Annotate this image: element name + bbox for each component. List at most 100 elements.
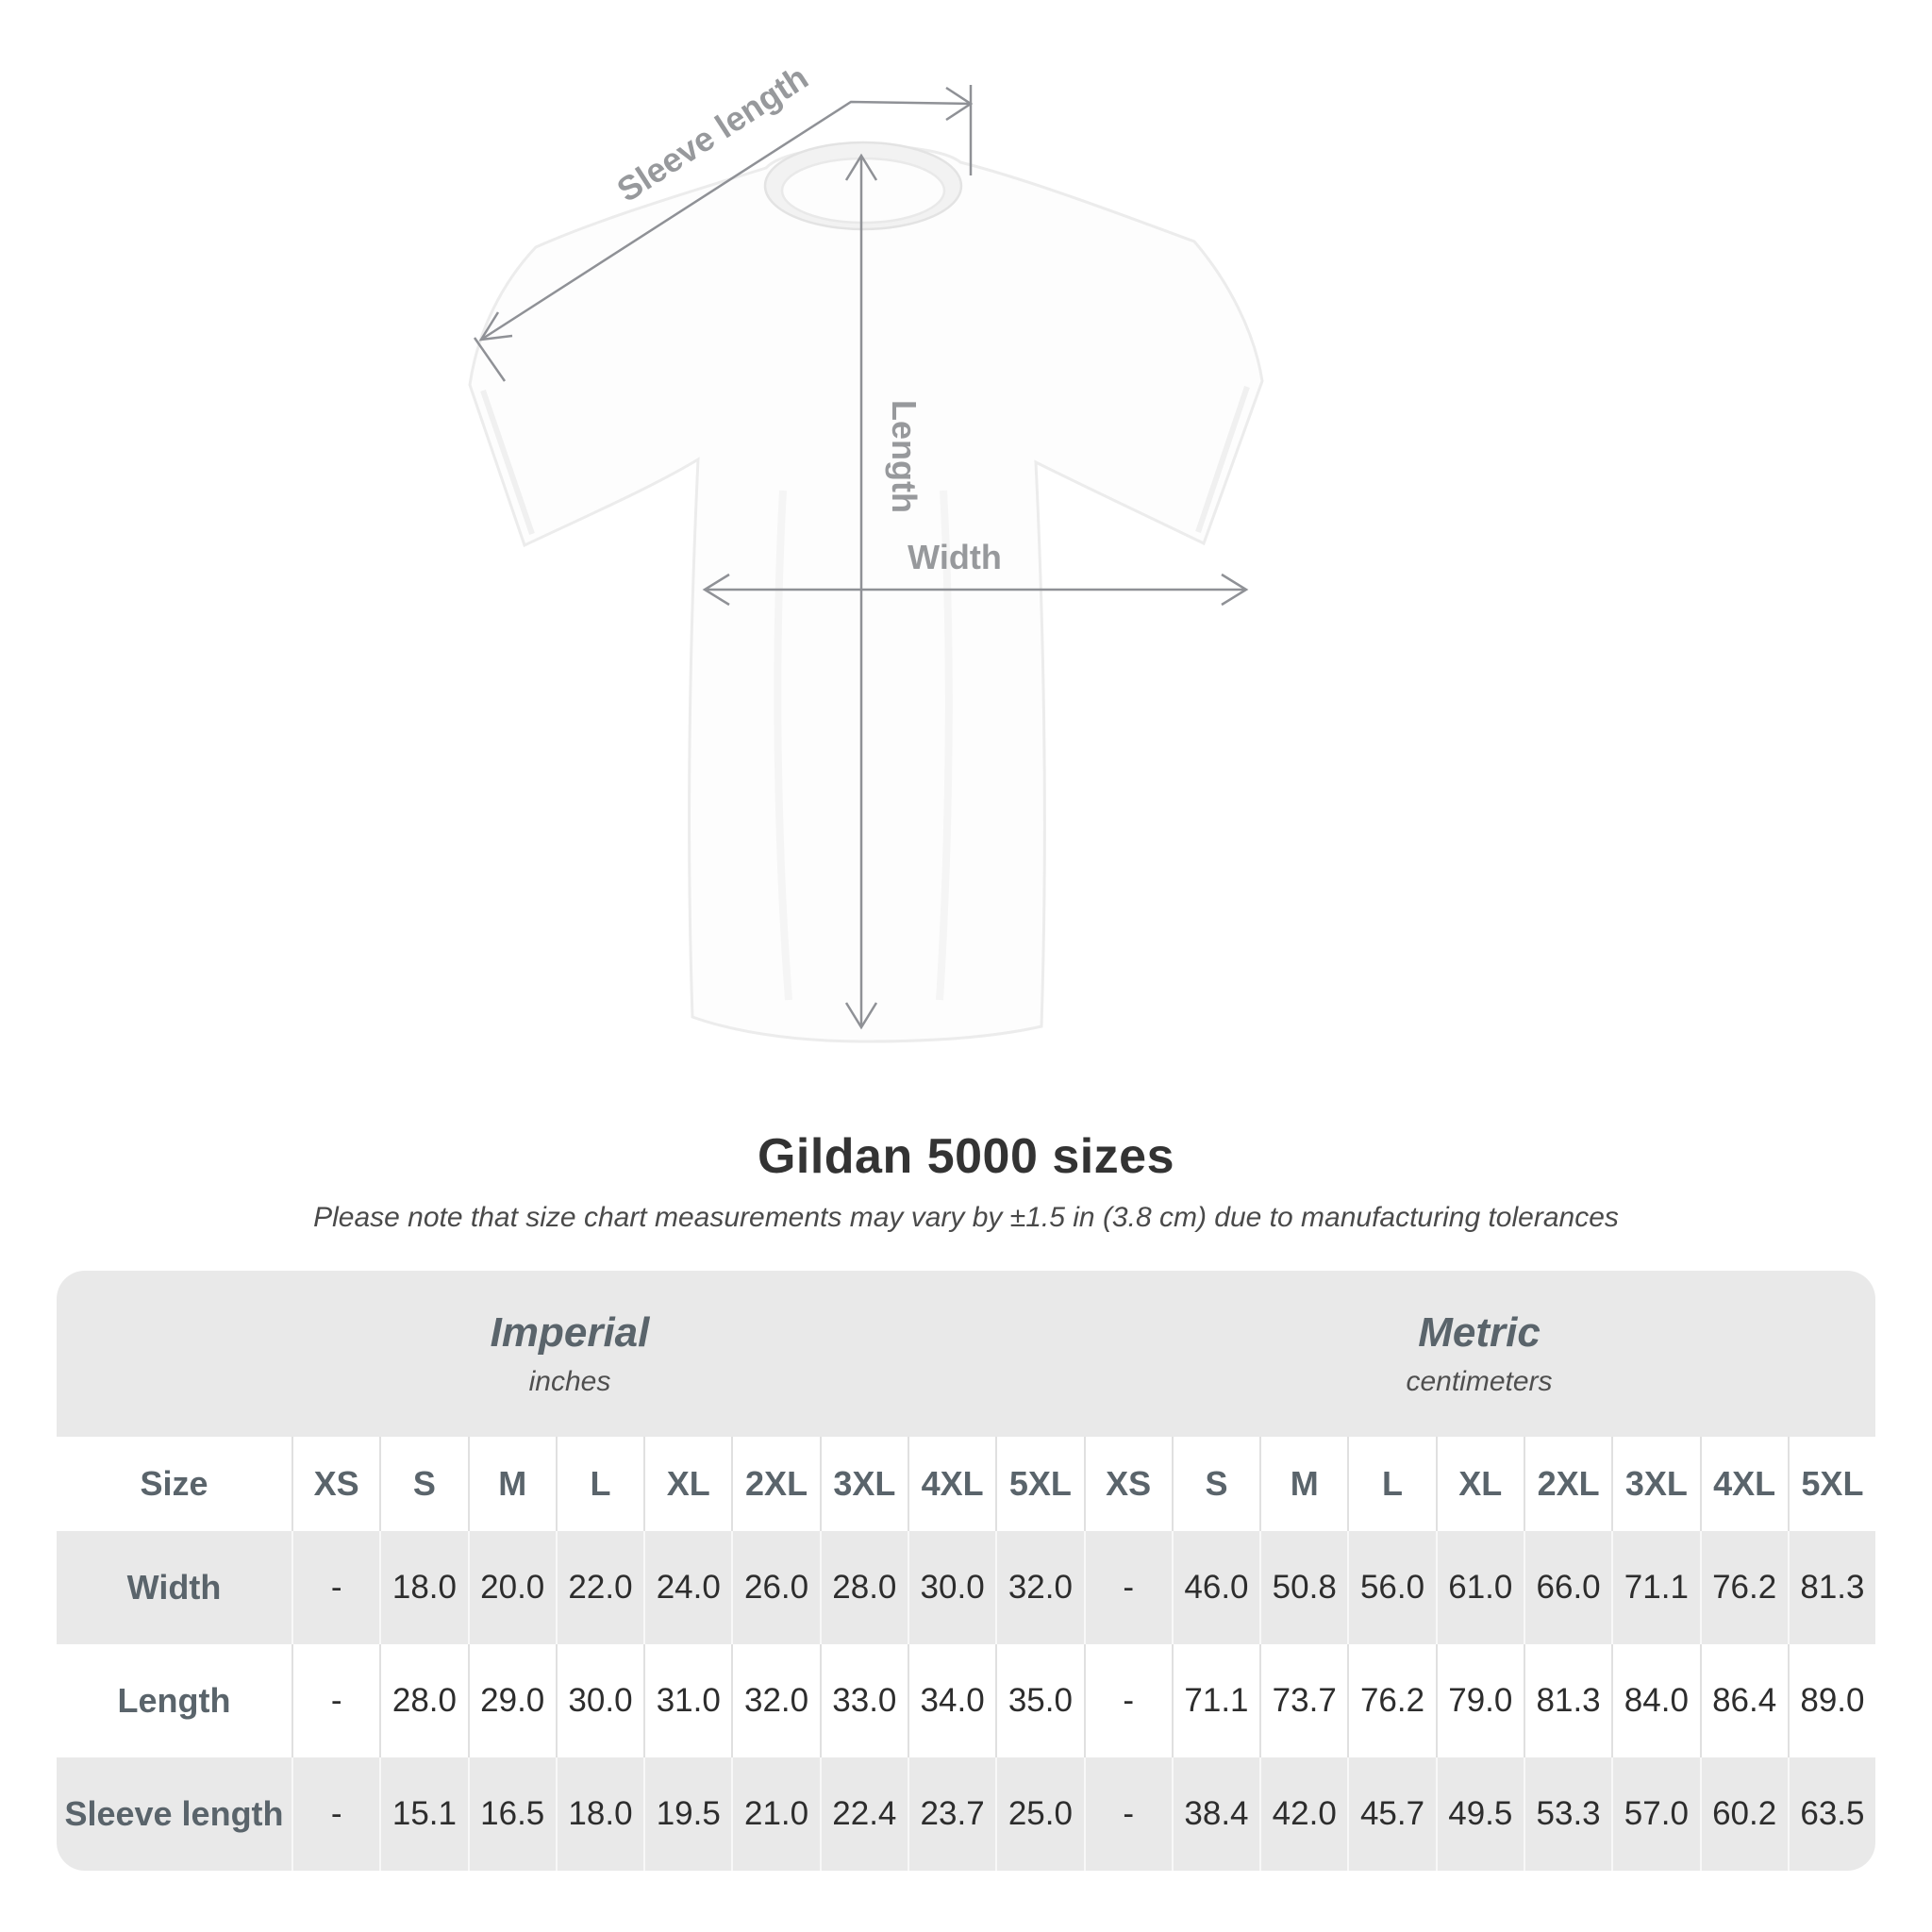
size-col-header: 4XL <box>1699 1437 1788 1531</box>
table-cell: 15.1 <box>379 1757 467 1871</box>
table-cell: - <box>1083 1531 1172 1644</box>
sleeve-length-arrowhead-left <box>478 311 513 341</box>
table-cell: 56.0 <box>1347 1531 1435 1644</box>
imperial-group-title: Imperial <box>490 1309 650 1356</box>
size-col-header: M <box>1259 1437 1347 1531</box>
table-cell: 29.0 <box>467 1644 556 1757</box>
table-cell: 18.0 <box>379 1531 467 1644</box>
width-label: Width <box>908 538 1002 576</box>
table-cell: 76.2 <box>1347 1644 1435 1757</box>
table-cell: 45.7 <box>1347 1757 1435 1871</box>
size-col-header: 2XL <box>731 1437 819 1531</box>
size-col-header: L <box>555 1437 643 1531</box>
table-cell: 63.5 <box>1787 1757 1875 1871</box>
shirt-crease <box>936 490 953 1001</box>
table-cell: 22.0 <box>555 1531 643 1644</box>
row-label: Sleeve length <box>64 1794 284 1833</box>
sleeve-hem <box>480 390 535 535</box>
table-cell: 76.2 <box>1699 1531 1788 1644</box>
table-cell: 81.3 <box>1787 1531 1875 1644</box>
width-arrowhead-left <box>702 573 730 607</box>
table-cell: 19.5 <box>643 1757 731 1871</box>
table-cell: 66.0 <box>1523 1531 1611 1644</box>
length-label: Length <box>885 400 924 513</box>
table-cell: 31.0 <box>643 1644 731 1757</box>
table-cell: 79.0 <box>1435 1644 1524 1757</box>
size-col-header: 2XL <box>1523 1437 1611 1531</box>
table-cell: 73.7 <box>1259 1644 1347 1757</box>
table-cell: 42.0 <box>1259 1757 1347 1871</box>
size-col-header: L <box>1347 1437 1435 1531</box>
tshirt-body <box>468 144 1264 1043</box>
size-col-header: 3XL <box>1611 1437 1699 1531</box>
table-cell: 16.5 <box>467 1757 556 1871</box>
length-arrowhead-bottom <box>844 1002 878 1030</box>
table-cell: 86.4 <box>1699 1644 1788 1757</box>
table-cell: 49.5 <box>1435 1757 1524 1871</box>
table-cell: 50.8 <box>1259 1531 1347 1644</box>
table-cell: 18.0 <box>555 1757 643 1871</box>
metric-group-unit: centimeters <box>1406 1366 1553 1397</box>
shirt-crease <box>774 490 792 1001</box>
size-col-header: 5XL <box>995 1437 1083 1531</box>
table-cell: 23.7 <box>907 1757 995 1871</box>
table-cell: 84.0 <box>1611 1644 1699 1757</box>
row-label: Width <box>126 1568 222 1607</box>
table-cell: 28.0 <box>819 1531 908 1644</box>
table-cell: 46.0 <box>1171 1531 1259 1644</box>
size-col-header: 5XL <box>1787 1437 1875 1531</box>
table-cell: - <box>1083 1644 1172 1757</box>
metric-group-title: Metric <box>1418 1309 1541 1356</box>
size-header-row: Size XS S M L XL 2XL 3XL 4XL 5XL XS S M … <box>57 1437 1875 1531</box>
table-cell: 38.4 <box>1171 1757 1259 1871</box>
table-cell: - <box>291 1644 379 1757</box>
table-cell: 20.0 <box>467 1531 556 1644</box>
table-cell: 57.0 <box>1611 1757 1699 1871</box>
size-col-header: 4XL <box>907 1437 995 1531</box>
size-col-header: S <box>1171 1437 1259 1531</box>
width-arrowhead-right <box>1221 573 1249 607</box>
size-header-label: Size <box>140 1464 208 1503</box>
table-cell: 26.0 <box>731 1531 819 1644</box>
table-cell: 71.1 <box>1171 1644 1259 1757</box>
table-cell: 53.3 <box>1523 1757 1611 1871</box>
table-cell: 32.0 <box>731 1644 819 1757</box>
imperial-group-unit: inches <box>528 1366 611 1397</box>
table-row-width: Width - 18.0 20.0 22.0 24.0 26.0 28.0 30… <box>57 1531 1875 1644</box>
size-col-header: XL <box>643 1437 731 1531</box>
table-cell: 61.0 <box>1435 1531 1524 1644</box>
table-cell: 30.0 <box>555 1644 643 1757</box>
chart-subtitle: Please note that size chart measurements… <box>313 1202 1619 1233</box>
table-cell: 24.0 <box>643 1531 731 1644</box>
table-cell: 35.0 <box>995 1644 1083 1757</box>
table-cell: - <box>1083 1757 1172 1871</box>
sleeve-hem <box>1195 386 1250 533</box>
size-col-header: S <box>379 1437 467 1531</box>
table-cell: 81.3 <box>1523 1644 1611 1757</box>
table-cell: 60.2 <box>1699 1757 1788 1871</box>
table-cell: 34.0 <box>907 1644 995 1757</box>
table-cell: 22.4 <box>819 1757 908 1871</box>
size-col-header: 3XL <box>819 1437 908 1531</box>
table-row-length: Length - 28.0 29.0 30.0 31.0 32.0 33.0 3… <box>57 1644 1875 1757</box>
size-col-header: XL <box>1435 1437 1524 1531</box>
metric-group-header: Metric centimeters <box>1083 1271 1875 1437</box>
table-cell: 32.0 <box>995 1531 1083 1644</box>
table-cell: - <box>291 1531 379 1644</box>
unit-group-row: Imperial inches Metric centimeters <box>57 1271 1875 1437</box>
collar-inner <box>780 157 946 225</box>
table-cell: 21.0 <box>731 1757 819 1871</box>
table-cell: 33.0 <box>819 1644 908 1757</box>
sleeve-length-dimension-line <box>480 100 972 341</box>
row-label: Length <box>117 1681 231 1720</box>
size-table: Imperial inches Metric centimeters Size … <box>57 1271 1875 1871</box>
table-cell: 30.0 <box>907 1531 995 1644</box>
imperial-group-header: Imperial inches <box>57 1271 1083 1437</box>
length-arrowhead-top <box>844 153 878 181</box>
table-cell: 28.0 <box>379 1644 467 1757</box>
sleeve-length-witness-line <box>473 337 507 382</box>
size-col-header: M <box>467 1437 556 1531</box>
table-cell: 89.0 <box>1787 1644 1875 1757</box>
table-cell: 25.0 <box>995 1757 1083 1871</box>
